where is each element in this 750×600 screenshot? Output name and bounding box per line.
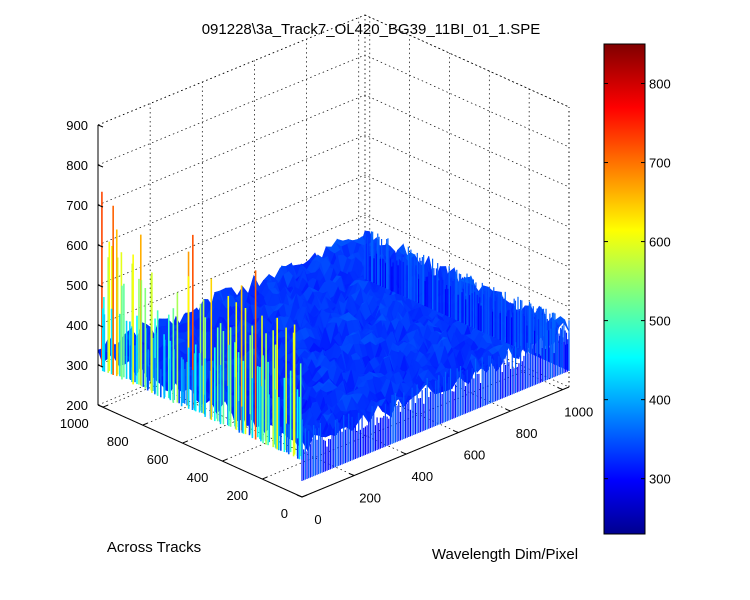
z-tick: [97, 364, 104, 368]
y-tick-label: 0: [281, 506, 288, 521]
grid-line: [97, 94, 570, 206]
z-tick-label: 700: [66, 198, 88, 213]
y-tick: [142, 422, 148, 426]
z-tick: [97, 324, 104, 328]
z-tick-label: 600: [66, 238, 88, 253]
grid-line: [97, 134, 570, 246]
grid-line: [306, 318, 511, 412]
z-tick-label: 400: [66, 318, 88, 333]
x-tick-label: 800: [516, 426, 538, 441]
y-axis-label: Across Tracks: [107, 539, 201, 556]
x-tick-label: 400: [411, 469, 433, 484]
z-tick: [97, 124, 104, 128]
z-tick-label: 300: [66, 358, 88, 373]
surface-plot: [97, 230, 570, 481]
frame-edge: [97, 14, 366, 126]
grid-line: [97, 174, 570, 286]
x-tick: [348, 473, 355, 476]
colorbar: 300 400 500 600 700 800: [603, 43, 671, 535]
colorbar-tick-label: 600: [649, 235, 671, 250]
y-axis-line: [97, 404, 303, 498]
grid-line: [254, 340, 459, 433]
x-tick-label: 200: [359, 491, 381, 506]
x-tick-label: 1000: [564, 405, 593, 420]
colorbar-ticks: 300 400 500 600 700 800: [604, 77, 671, 487]
colorbar-fill: [603, 43, 646, 535]
z-tick: [97, 204, 104, 208]
y-tick-label: 800: [107, 434, 129, 449]
z-tick-label: 800: [66, 158, 88, 173]
y-tick: [222, 458, 228, 462]
z-tick: [97, 244, 104, 248]
chart-title: 091228\3a_Track7_OL420_BG39_11BI_01_1.SP…: [202, 21, 541, 38]
y-tick: [102, 404, 108, 408]
z-tick: [97, 284, 104, 288]
y-tick-label: 200: [226, 488, 248, 503]
x-tick-label: 600: [464, 448, 486, 463]
x-tick: [557, 387, 563, 391]
y-tick: [261, 476, 268, 480]
x-axis-line: [301, 386, 570, 498]
frame-edge: [364, 14, 570, 108]
x-tick: [401, 451, 407, 455]
x-tick: [505, 408, 511, 412]
y-tick-label: 1000: [60, 416, 89, 431]
z-tick-label: 200: [66, 398, 88, 413]
grid-line: [97, 54, 570, 166]
y-tick: [182, 440, 188, 444]
z-tick-label: 900: [66, 118, 88, 133]
x-tick: [453, 430, 459, 434]
spike-lines: [101, 191, 303, 460]
colorbar-tick-label: 500: [649, 314, 671, 329]
colorbar-tick-label: 400: [649, 393, 671, 408]
colorbar-tick-label: 800: [649, 77, 671, 92]
x-axis: 0 200 400 600 800 1000: [296, 386, 593, 527]
x-axis-label: Wavelength Dim/Pixel: [432, 546, 578, 563]
y-axis: 0 200 400 600 800 1000: [60, 404, 308, 521]
y-tick-label: 600: [147, 452, 169, 467]
z-axis: 200 300 400 500 600 700 800 900: [66, 118, 104, 413]
x-tick: [296, 494, 303, 498]
z-tick-label: 500: [66, 278, 88, 293]
colorbar-tick-label: 300: [649, 472, 671, 487]
colorbar-tick-label: 700: [649, 156, 671, 171]
y-tick-label: 400: [187, 470, 209, 485]
x-tick-label: 0: [314, 512, 321, 527]
z-tick: [97, 164, 104, 168]
grid-line: [97, 214, 570, 326]
